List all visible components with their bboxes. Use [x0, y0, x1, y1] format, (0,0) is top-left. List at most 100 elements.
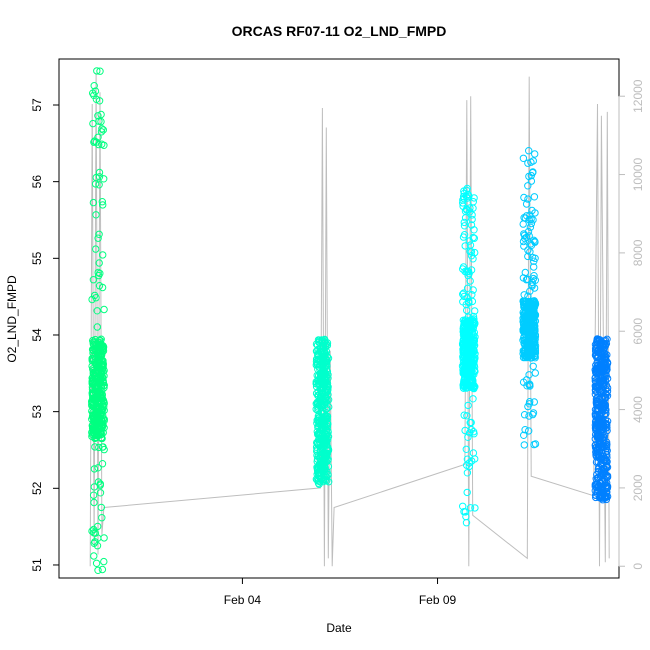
data-point [312, 347, 321, 355]
data-point [462, 445, 470, 453]
data-point [100, 175, 108, 183]
data-point [519, 349, 527, 358]
data-point [520, 193, 528, 202]
data-point [593, 407, 601, 415]
data-point [463, 469, 472, 477]
x-axis-label: Date [326, 621, 352, 635]
data-point [519, 154, 528, 163]
data-point [459, 290, 467, 298]
data-point [324, 383, 332, 391]
data-point [600, 452, 608, 460]
data-point [323, 341, 332, 350]
data-point [313, 360, 322, 368]
data-point [90, 82, 98, 90]
data-point [594, 420, 602, 428]
data-point [464, 190, 472, 199]
data-point [94, 374, 103, 382]
data-point [90, 395, 98, 403]
data-point [530, 322, 538, 330]
data-point [530, 337, 539, 345]
data-point [529, 332, 537, 341]
data-point [459, 381, 467, 389]
data-point [591, 410, 600, 418]
data-point [600, 361, 608, 369]
data-point [89, 370, 98, 378]
data-point [98, 283, 107, 292]
data-point [323, 422, 332, 431]
data-point [529, 409, 538, 417]
data-point [94, 268, 102, 277]
x-tick-label: Feb 04 [224, 593, 262, 607]
data-point [530, 263, 538, 271]
data-point [323, 412, 331, 420]
data-point [600, 380, 608, 389]
data-point [468, 363, 476, 372]
data-point [595, 448, 603, 457]
y2-tick-label: 12000 [631, 79, 645, 113]
data-point [526, 287, 534, 295]
y2-tick-label: 0 [631, 563, 645, 570]
data-point [461, 242, 469, 250]
data-point [460, 289, 468, 297]
data-point [526, 398, 534, 406]
data-point [320, 456, 328, 464]
data-point [520, 431, 528, 439]
y2-tick-label: 2000 [631, 474, 645, 501]
data-point [91, 87, 100, 95]
flight-cluster-5 [591, 335, 612, 504]
data-point [595, 376, 603, 385]
data-point [97, 340, 106, 349]
data-point [90, 381, 99, 390]
data-point [468, 215, 476, 224]
data-point [529, 157, 537, 165]
data-point [601, 491, 609, 500]
data-point [459, 368, 467, 376]
data-point [96, 269, 104, 278]
data-point [591, 412, 600, 420]
y-tick-label: 51 [30, 558, 44, 572]
data-point [603, 335, 611, 343]
data-point [90, 498, 98, 507]
data-point [465, 299, 473, 307]
data-point [320, 342, 328, 351]
data-point [467, 221, 476, 229]
data-point [526, 248, 534, 256]
data-point [591, 365, 600, 374]
data-point [530, 297, 538, 305]
data-point [531, 209, 539, 217]
data-point [312, 340, 321, 348]
data-point [95, 181, 103, 189]
data-point [315, 434, 324, 442]
data-point [95, 259, 103, 267]
data-point [524, 195, 532, 203]
data-point [599, 464, 607, 473]
data-point [466, 208, 474, 216]
data-point [97, 428, 105, 436]
data-point [595, 463, 603, 471]
data-point [524, 402, 532, 411]
data-point [522, 302, 531, 311]
data-point [98, 125, 106, 133]
data-point [597, 362, 605, 370]
data-point [99, 357, 107, 365]
data-point [464, 318, 473, 327]
data-point [94, 407, 102, 415]
data-point [471, 354, 479, 362]
altitude-series [89, 72, 610, 567]
data-point [466, 247, 474, 256]
data-point [520, 336, 529, 344]
data-point [99, 201, 107, 209]
data-point [525, 232, 533, 240]
data-point [463, 412, 471, 420]
data-point [531, 254, 539, 262]
data-point [602, 389, 610, 398]
data-point [98, 198, 107, 206]
data-point [463, 455, 472, 463]
data-point [600, 442, 608, 450]
data-point [97, 391, 105, 399]
flight-cluster-2 [312, 335, 333, 488]
data-point [88, 424, 97, 432]
data-point [91, 291, 99, 300]
data-point [469, 312, 478, 321]
data-point [93, 307, 101, 315]
